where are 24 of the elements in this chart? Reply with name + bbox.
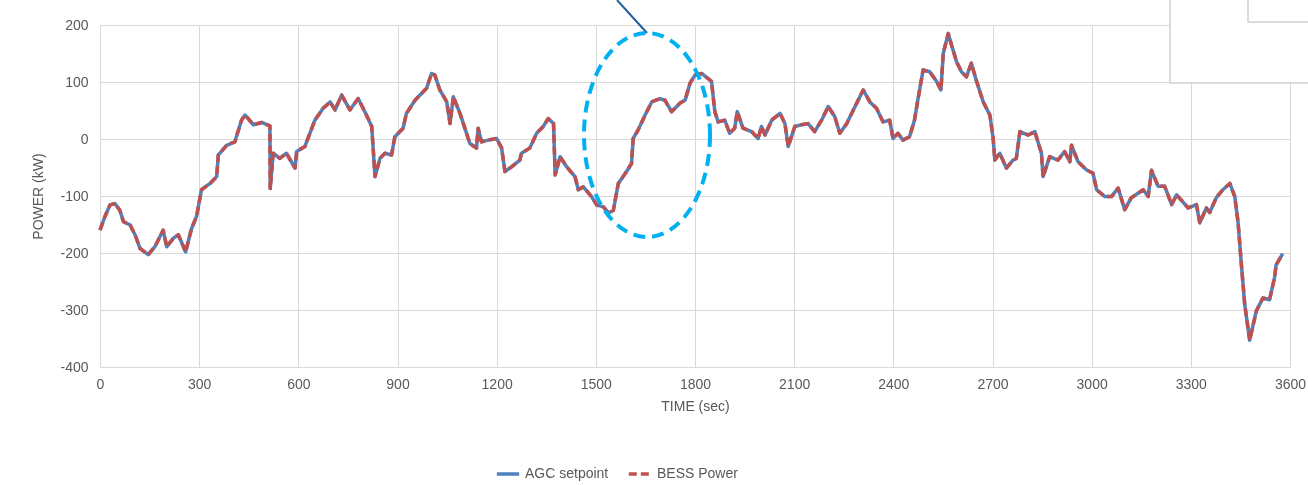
x-tick-label: 600: [287, 375, 311, 392]
y-tick-label: 100: [65, 73, 89, 90]
x-tick-label: 3300: [1175, 375, 1208, 392]
y-tick-label: 200: [65, 16, 89, 33]
x-tick-label: 2400: [878, 375, 910, 392]
y-tick-label: -100: [60, 187, 89, 204]
x-tick-label: 1800: [679, 375, 712, 392]
y-tick-label: -300: [60, 301, 89, 318]
x-tick-label: 2700: [977, 375, 1009, 392]
x-tick-label: 3600: [1274, 375, 1307, 392]
x-tick-label: 3000: [1076, 375, 1108, 392]
legend-label: AGC setpoint: [525, 465, 609, 481]
y-axis-title: POWER (kW): [30, 153, 47, 240]
y-tick-label: -200: [60, 244, 89, 261]
x-tick-label: 1500: [580, 375, 613, 392]
x-tick-label: 0: [96, 375, 105, 392]
y-tick-label: -400: [60, 358, 89, 375]
x-tick-label: 2100: [779, 375, 811, 392]
legend-label: BESS Power: [657, 465, 739, 481]
x-tick-label: 300: [187, 375, 212, 392]
x-tick-label: 1200: [481, 375, 513, 392]
x-tick-label: 900: [386, 375, 410, 392]
x-axis-title: TIME (sec): [661, 397, 730, 414]
y-tick-label: 0: [80, 130, 89, 147]
